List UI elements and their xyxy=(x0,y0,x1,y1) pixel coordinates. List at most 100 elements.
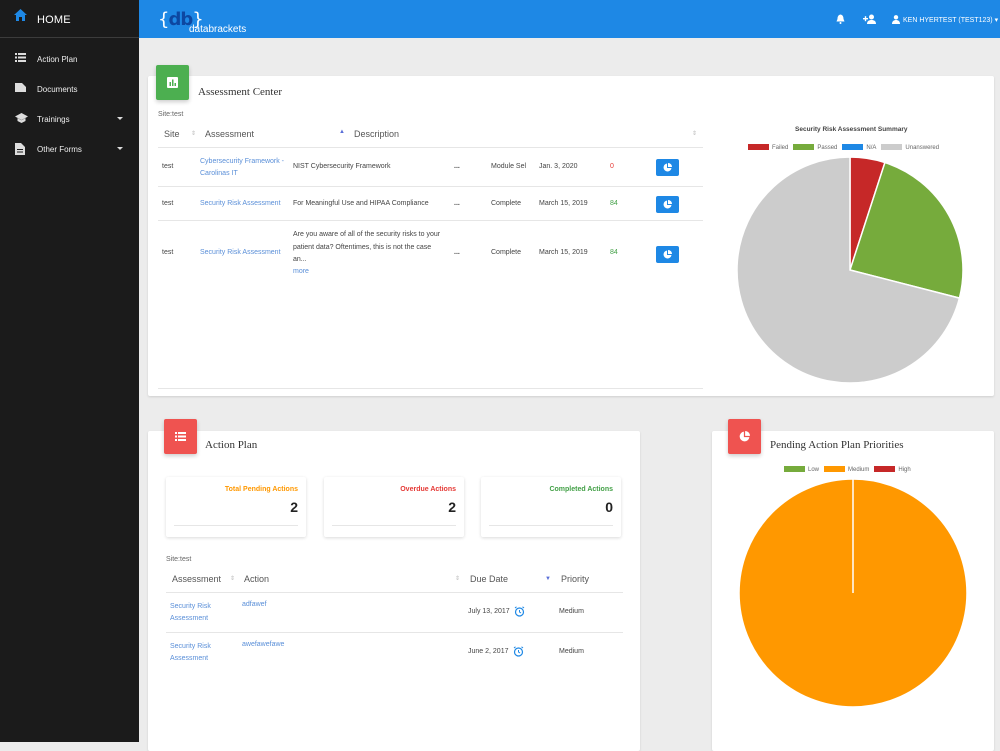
divider xyxy=(158,147,703,148)
more-options[interactable]: ... xyxy=(454,163,460,170)
sort-desc-icon[interactable]: ▼ xyxy=(545,576,551,582)
priorities-title: Pending Action Plan Priorities xyxy=(770,439,904,451)
sidebar-item-label: Documents xyxy=(37,85,78,94)
security-risk-pie-chart xyxy=(736,156,964,384)
assessment-link[interactable]: Security Risk Assessment xyxy=(170,643,211,662)
cell-score: 0 xyxy=(610,163,614,170)
sort-asc-icon[interactable]: ▲ xyxy=(339,129,345,135)
action-plan-badge xyxy=(164,419,197,454)
pie-slice-passed[interactable] xyxy=(849,161,964,300)
view-chart-button[interactable] xyxy=(656,246,679,263)
divider xyxy=(158,220,703,221)
sort-icon[interactable]: ⇕ xyxy=(692,131,698,137)
sort-icon[interactable]: ⇕ xyxy=(191,131,197,137)
action-plan-title: Action Plan xyxy=(205,439,258,451)
sidebar-item-documents[interactable]: Documents xyxy=(0,76,139,102)
action-link[interactable]: adfawef xyxy=(242,601,267,608)
cell-site: test xyxy=(162,163,174,170)
divider xyxy=(166,632,623,633)
cell-score: 84 xyxy=(610,200,618,207)
chart-legend: Failed Passed N/A Unanswered xyxy=(748,144,939,151)
legend-item-high[interactable]: High xyxy=(874,466,911,473)
pie-chart-icon xyxy=(663,163,672,172)
caret-down-icon: ▾ xyxy=(994,17,999,24)
cell-description: Are you aware of all of the security ris… xyxy=(293,231,441,263)
more-options[interactable]: ... xyxy=(454,249,460,256)
home-icon xyxy=(14,9,27,21)
logo[interactable]: {db} xyxy=(158,9,204,30)
stat-completed[interactable]: Completed Actions 0 xyxy=(481,477,621,537)
user-menu[interactable]: KEN HYERTEST (TEST123) ▾ xyxy=(903,17,999,24)
legend-item-medium[interactable]: Medium xyxy=(824,466,869,473)
sidebar-item-label: Trainings xyxy=(37,115,70,124)
stat-value: 0 xyxy=(605,499,613,515)
stat-value: 2 xyxy=(448,499,456,515)
cell-priority: Medium xyxy=(559,608,584,615)
chevron-down-icon xyxy=(117,147,123,150)
view-chart-button[interactable] xyxy=(656,196,679,213)
sidebar-item-trainings[interactable]: Trainings xyxy=(0,106,139,132)
column-header-action[interactable]: Action xyxy=(244,574,270,584)
stat-overdue[interactable]: Overdue Actions 2 xyxy=(324,477,464,537)
cell-status: Complete xyxy=(491,200,521,207)
divider xyxy=(174,525,298,526)
divider xyxy=(158,186,703,187)
legend-item-na[interactable]: N/A xyxy=(842,144,876,151)
column-header-due-date[interactable]: Due Date xyxy=(470,574,509,584)
column-header-description[interactable]: Description xyxy=(354,129,400,139)
school-icon xyxy=(15,113,28,123)
cell-priority: Medium xyxy=(559,648,584,655)
divider xyxy=(489,525,613,526)
sidebar: HOME Action Plan Documents Trainings Oth… xyxy=(0,0,139,742)
legend-item-failed[interactable]: Failed xyxy=(748,144,788,151)
sidebar-home[interactable]: HOME xyxy=(0,0,139,38)
pie-slice-unanswered[interactable] xyxy=(736,156,961,384)
logo-text: databrackets xyxy=(189,24,247,35)
assessment-link[interactable]: Security Risk Assessment xyxy=(200,249,281,256)
legend-item-passed[interactable]: Passed xyxy=(793,144,837,151)
bell-icon[interactable] xyxy=(836,14,845,24)
stat-total-pending[interactable]: Total Pending Actions 2 xyxy=(166,477,306,537)
column-header-assessment[interactable]: Assessment xyxy=(205,129,255,139)
sidebar-item-action-plan[interactable]: Action Plan xyxy=(0,46,139,72)
more-link[interactable]: more xyxy=(293,268,309,275)
assessment-link[interactable]: Cybersecurity Framework - Carolinas IT xyxy=(200,158,285,177)
assessment-link[interactable]: Security Risk Assessment xyxy=(200,200,281,207)
cell-site: test xyxy=(162,200,174,207)
divider xyxy=(166,592,623,593)
bar-chart-icon xyxy=(167,77,178,88)
stat-label: Completed Actions xyxy=(549,486,613,493)
column-header-priority[interactable]: Priority xyxy=(561,574,590,584)
pie-chart-icon xyxy=(663,250,672,259)
cell-due-date: July 13, 2017 xyxy=(468,608,510,615)
more-options[interactable]: ... xyxy=(454,200,460,207)
assessment-badge xyxy=(156,65,189,100)
priorities-pie-chart xyxy=(738,478,968,708)
add-user-icon[interactable] xyxy=(863,14,876,24)
cell-score: 84 xyxy=(610,249,618,256)
site-filter: Site:test xyxy=(158,111,184,118)
sort-icon[interactable]: ⇕ xyxy=(230,576,236,582)
stat-label: Overdue Actions xyxy=(400,486,456,493)
chart-title: Security Risk Assessment Summary xyxy=(795,126,908,133)
column-header-site[interactable]: Site xyxy=(164,129,180,139)
cell-date: March 15, 2019 xyxy=(539,249,588,256)
column-header-assessment[interactable]: Assessment xyxy=(172,574,222,584)
alarm-icon[interactable] xyxy=(514,606,525,617)
chevron-down-icon xyxy=(117,117,123,120)
action-link[interactable]: awefawefawe xyxy=(242,641,285,648)
alarm-icon[interactable] xyxy=(513,646,524,657)
assessment-center-title: Assessment Center xyxy=(198,86,283,98)
sort-icon[interactable]: ⇕ xyxy=(455,576,461,582)
view-chart-button[interactable] xyxy=(656,159,679,176)
cell-status: Complete xyxy=(491,249,521,256)
top-bar xyxy=(139,0,1000,38)
cell-due-date: June 2, 2017 xyxy=(468,648,509,655)
sidebar-item-other-forms[interactable]: Other Forms xyxy=(0,136,139,162)
legend-item-low[interactable]: Low xyxy=(784,466,819,473)
sidebar-home-label: HOME xyxy=(37,14,71,26)
sidebar-item-label: Other Forms xyxy=(37,145,82,154)
legend-item-unanswered[interactable]: Unanswered xyxy=(881,144,939,151)
cell-date: March 15, 2019 xyxy=(539,200,588,207)
assessment-link[interactable]: Security Risk Assessment xyxy=(170,603,211,622)
